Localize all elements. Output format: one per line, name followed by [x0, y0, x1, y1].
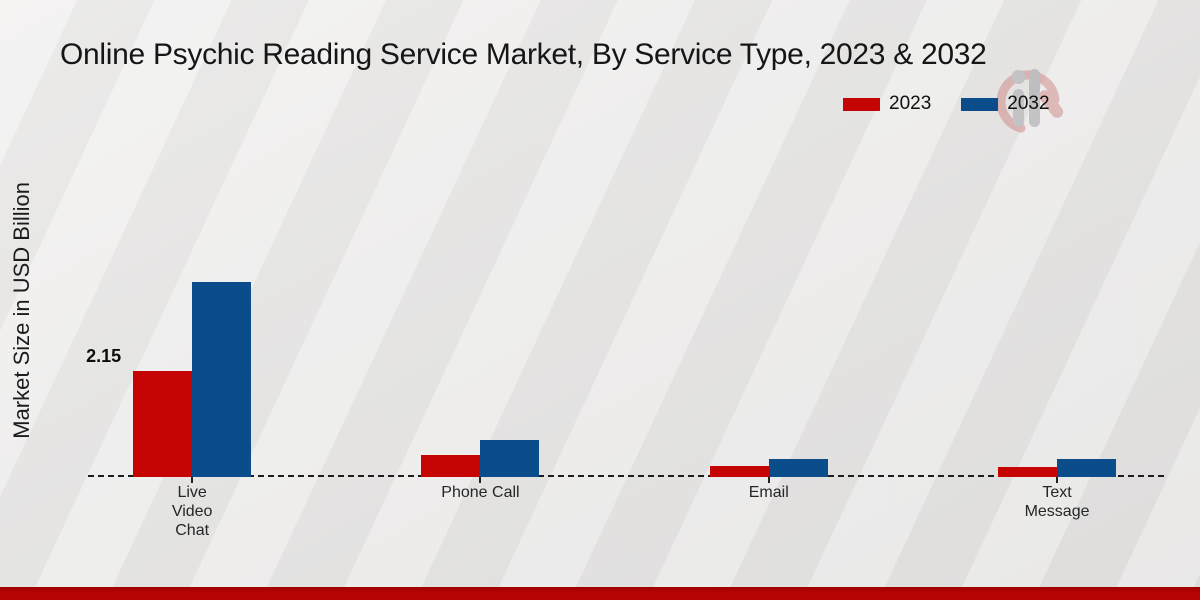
bar-value-label: 2.15 — [86, 346, 122, 366]
legend-swatch-2023-icon — [843, 97, 880, 111]
x-axis-tick-phone-call — [479, 477, 482, 483]
category-label-live-video-chat: Live Video Chat — [171, 484, 213, 539]
bar-2032-email — [768, 459, 828, 477]
legend-item-2032: 2032 — [961, 93, 1050, 115]
legend-label-2032: 2032 — [1007, 93, 1050, 114]
bar-2023-live-video-chat — [133, 371, 193, 477]
bar-2023-phone-call — [421, 455, 481, 477]
category-label-phone-call: Phone Call — [441, 484, 520, 501]
category-label-text-message: Text Message — [1024, 484, 1090, 520]
category-label-email: Email — [748, 484, 789, 501]
bar-2023-text-message — [998, 467, 1058, 477]
footer-band — [0, 587, 1200, 600]
bar-2032-phone-call — [480, 440, 540, 477]
x-axis-baseline — [88, 475, 1164, 477]
legend-swatch-2032-icon — [961, 97, 999, 111]
chart-title: Online Psychic Reading Service Market, B… — [60, 38, 987, 71]
legend-label-2023: 2023 — [889, 93, 932, 114]
legend: 2023 2032 — [843, 93, 1050, 115]
legend-item-2023: 2023 — [843, 93, 931, 115]
x-axis-tick-text-message — [1056, 477, 1059, 483]
bar-2032-live-video-chat — [192, 282, 252, 477]
bar-2023-email — [709, 466, 769, 477]
bar-2032-text-message — [1057, 459, 1117, 477]
watermark-logo — [996, 69, 1064, 134]
x-axis-tick-email — [767, 477, 770, 483]
x-axis-tick-live-video-chat — [191, 477, 194, 483]
